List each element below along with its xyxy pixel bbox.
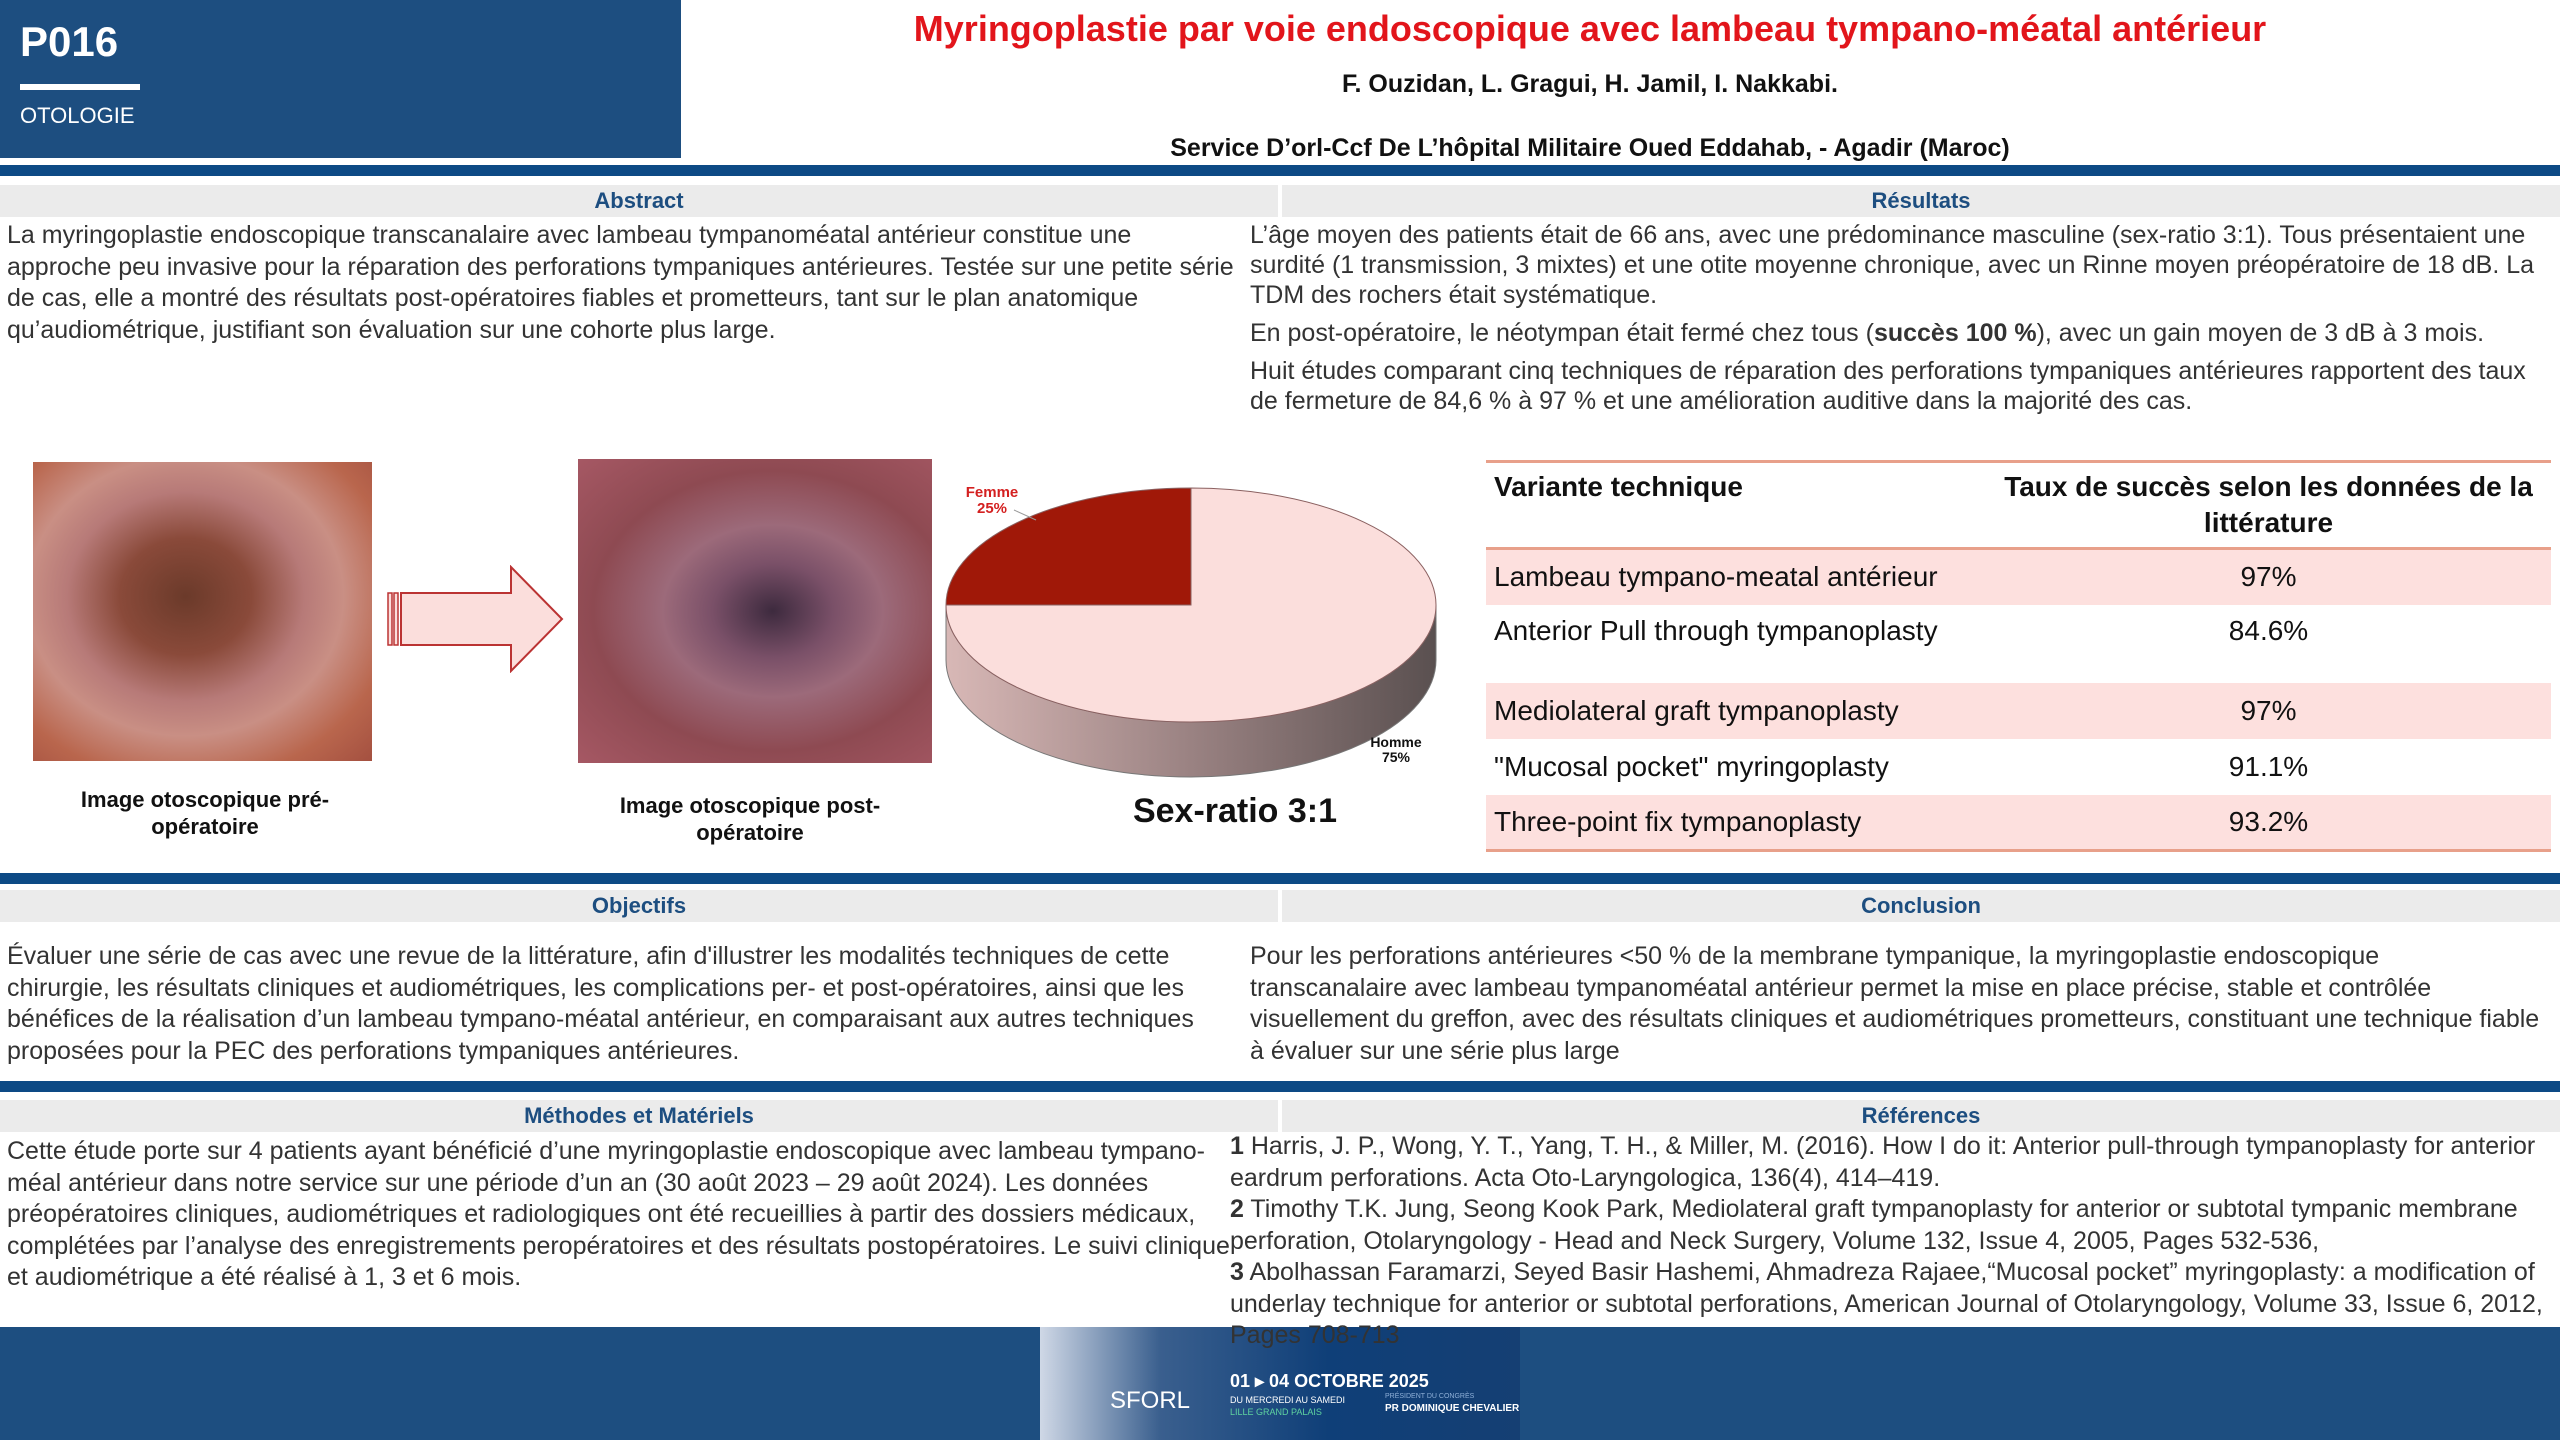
ref-text: Harris, J. P., Wong, Y. T., Yang, T. H.,… (1230, 1132, 2536, 1192)
pie-slice-femme (945, 487, 1192, 606)
references-heading: Références (1282, 1100, 2560, 1132)
conclusion-text: Pour les perforations antérieures <50 % … (1250, 942, 2540, 1065)
divider (20, 84, 140, 90)
divider-band (0, 165, 2560, 176)
table-row: Mediolateral graft tympanoplasty 97% (1486, 682, 2551, 739)
banner-president: PR DOMINIQUE CHEVALIER (1385, 1403, 1520, 1414)
label-homme-value: 75% (1382, 749, 1411, 765)
table-row: Anterior Pull through tympanoplasty 84.6% (1486, 605, 2551, 683)
results-heading: Résultats (1282, 185, 2560, 217)
methodes-text: Cette étude porte sur 4 patients ayant b… (7, 1137, 1230, 1291)
banner-venue: LILLE GRAND PALAIS (1230, 1407, 1322, 1417)
success-rate: 84.6% (2228, 614, 2309, 646)
ref-number: 1 (1230, 1132, 1244, 1160)
success-rate: 93.2% (1986, 794, 2551, 851)
column-header: Variante technique (1494, 471, 1743, 502)
text: En post-opératoire, le néotympan était f… (1250, 319, 1874, 347)
sex-ratio-pie-chart: Femme 25% Homme 75% (945, 484, 1437, 778)
postoperative-otoscopy-image (578, 459, 932, 763)
table-header-row: Variante technique Taux de succès selon … (1486, 461, 2551, 549)
techniques-table: Variante technique Taux de succès selon … (1486, 460, 2551, 852)
postoperative-caption: Image otoscopique post-opératoire (619, 793, 881, 845)
label-femme: Femme (966, 484, 1019, 501)
success-rate: 91.1% (2228, 750, 2309, 782)
results-p3: Huit études comparant cinq techniques de… (1250, 357, 2526, 415)
references-list: 1 Harris, J. P., Wong, Y. T., Yang, T. H… (1230, 1131, 2550, 1352)
authors: F. Ouzidan, L. Gragui, H. Jamil, I. Nakk… (1342, 70, 1838, 98)
reference-item: 1 Harris, J. P., Wong, Y. T., Yang, T. H… (1230, 1131, 2550, 1194)
technique: Lambeau tympano-meatal antérieur (1486, 548, 1986, 605)
banner-days: DU MERCREDI AU SAMEDI (1230, 1395, 1346, 1405)
divider-band (0, 873, 2560, 884)
text: ), avec un gain moyen de 3 dB à 3 mois. (2036, 319, 2485, 347)
success-rate: succès 100 % (1873, 319, 2037, 347)
abstract-text: La myringoplastie endoscopique transcana… (7, 221, 1234, 344)
banner-brand: SFORL (1110, 1387, 1191, 1414)
success-rate: 97% (1986, 548, 2551, 605)
column-header: Taux de succès selon les données de la l… (2004, 471, 2533, 538)
preoperative-otoscopy-image (33, 462, 372, 761)
results-p1: L’âge moyen des patients était de 66 ans… (1250, 221, 2535, 309)
label-femme-value: 25% (977, 500, 1007, 517)
technique: Mediolateral graft tympanoplasty (1486, 682, 1986, 739)
technique: Three-point fix tympanoplasty (1486, 794, 1986, 851)
pie-slice-homme (945, 487, 1437, 723)
poster-title: Myringoplastie par voie endoscopique ave… (913, 8, 2267, 49)
ref-number: 2 (1230, 1195, 1244, 1223)
table-row: Lambeau tympano-meatal antérieur 97% (1486, 548, 2551, 605)
methodes-heading: Méthodes et Matériels (0, 1100, 1278, 1132)
banner-dates: 01 ▸ 04 OCTOBRE 2025 (1230, 1371, 1429, 1391)
preoperative-caption: Image otoscopique pré-opératoire (80, 787, 330, 839)
success-rate: 97% (1986, 682, 2551, 739)
divider-band (0, 1081, 2560, 1092)
poster-id-box: P016 OTOLOGIE (0, 0, 681, 158)
label-homme: Homme (1370, 734, 1422, 750)
poster-section: OTOLOGIE (20, 103, 135, 128)
chart-title: Sex-ratio 3:1 (1132, 792, 1338, 830)
affiliation: Service D’orl-Ccf De L’hôpital Militaire… (1170, 134, 2010, 162)
banner-president-label: PRÉSIDENT DU CONGRÈS (1385, 1393, 1475, 1400)
ref-text: Timothy T.K. Jung, Seong Kook Park, Medi… (1230, 1195, 2518, 1255)
objectifs-text: Évaluer une série de cas avec une revue … (7, 942, 1194, 1065)
reference-item: 2 Timothy T.K. Jung, Seong Kook Park, Me… (1230, 1194, 2550, 1257)
abstract-heading: Abstract (0, 185, 1278, 217)
ref-text: Abolhassan Faramarzi, Seyed Basir Hashem… (1230, 1258, 2543, 1349)
table-row: Three-point fix tympanoplasty 93.2% (1486, 794, 2551, 851)
ref-number: 3 (1230, 1258, 1244, 1286)
arrow-right-icon (387, 565, 564, 673)
technique: "Mucosal pocket" myringoplasty (1494, 750, 1889, 782)
results-p2: En post-opératoire, le néotympan était f… (1250, 318, 2550, 348)
technique: Anterior Pull through tympanoplasty (1494, 614, 1938, 646)
reference-item: 3 Abolhassan Faramarzi, Seyed Basir Hash… (1230, 1257, 2550, 1352)
leader-line (1013, 509, 1037, 521)
results-text: L’âge moyen des patients était de 66 ans… (1250, 220, 2550, 424)
conclusion-heading: Conclusion (1282, 890, 2560, 922)
table-row: "Mucosal pocket" myringoplasty 91.1% (1486, 739, 2551, 795)
poster-id: P016 (20, 18, 119, 65)
objectifs-heading: Objectifs (0, 890, 1278, 922)
congress-banner: SFORL 01 ▸ 04 OCTOBRE 2025 DU MERCREDI A… (1040, 1327, 1520, 1440)
